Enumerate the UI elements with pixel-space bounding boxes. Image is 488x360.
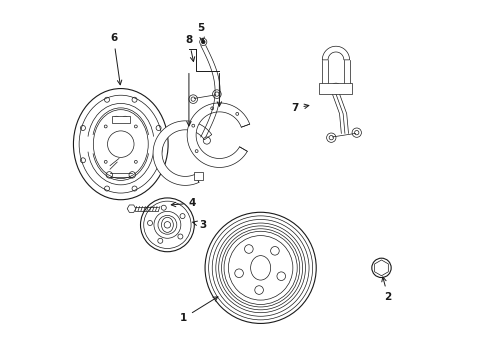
Polygon shape (153, 121, 211, 185)
Circle shape (201, 40, 204, 44)
Circle shape (228, 236, 292, 300)
Ellipse shape (73, 89, 168, 200)
Circle shape (204, 212, 316, 323)
Text: 5: 5 (197, 23, 204, 42)
Text: 1: 1 (180, 297, 218, 323)
Circle shape (140, 198, 194, 252)
Polygon shape (322, 46, 349, 60)
Text: 4: 4 (171, 198, 196, 208)
Text: 7: 7 (290, 103, 308, 113)
Text: 6: 6 (110, 33, 122, 85)
Polygon shape (187, 103, 249, 167)
Circle shape (371, 258, 390, 278)
Bar (319, 83, 352, 94)
Bar (112, 116, 129, 123)
Ellipse shape (93, 110, 148, 179)
Bar (193, 172, 203, 180)
Text: 3: 3 (192, 220, 206, 230)
Text: 8: 8 (185, 35, 194, 62)
Circle shape (154, 211, 181, 238)
Text: 2: 2 (381, 277, 391, 302)
